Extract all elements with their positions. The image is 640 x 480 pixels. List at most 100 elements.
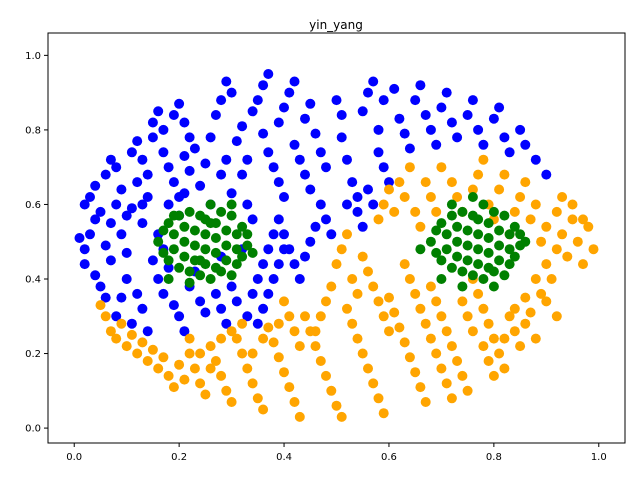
scatter-point [168, 382, 179, 393]
scatter-point [378, 199, 389, 210]
scatter-point [116, 292, 127, 303]
scatter-point [231, 229, 242, 240]
scatter-point [357, 348, 368, 359]
scatter-point [132, 136, 143, 147]
scatter-point [373, 393, 384, 404]
scatter-point [509, 326, 520, 337]
scatter-point [247, 247, 258, 258]
scatter-point [258, 303, 269, 314]
scatter-point [294, 411, 305, 422]
scatter-point [216, 303, 227, 314]
scatter-point [231, 259, 242, 270]
scatter-point [273, 177, 284, 188]
scatter-point [195, 348, 206, 359]
scatter-point [473, 244, 484, 255]
scatter-point [252, 393, 263, 404]
scatter-point [200, 307, 211, 318]
scatter-point [488, 370, 499, 381]
scatter-point [321, 370, 331, 381]
scatter-point [530, 274, 541, 284]
scatter-point [137, 154, 148, 165]
scatter-point [520, 318, 531, 329]
scatter-point [284, 87, 295, 98]
scatter-point [551, 244, 562, 255]
scatter-point [441, 229, 452, 240]
scatter-point [210, 247, 221, 258]
scatter-point [404, 143, 415, 154]
scatter-point [263, 69, 274, 79]
scatter-point [331, 400, 342, 411]
scatter-point [126, 203, 137, 214]
scatter-point [541, 169, 552, 180]
scatter-point [284, 382, 295, 393]
scatter-point [205, 132, 216, 143]
scatter-point [163, 262, 174, 273]
scatter-point [410, 95, 421, 106]
scatter-point [478, 154, 489, 165]
scatter-point [473, 288, 484, 299]
scatter-point [85, 192, 95, 202]
scatter-point [431, 348, 442, 359]
scatter-point [153, 363, 164, 374]
scatter-point [462, 255, 473, 266]
scatter-point [184, 165, 195, 176]
scatter-point [363, 266, 373, 277]
scatter-point [189, 363, 200, 374]
scatter-point [279, 229, 289, 240]
scatter-point [305, 236, 316, 247]
scatter-point [373, 214, 384, 225]
scatter-point [289, 259, 300, 270]
scatter-point [95, 206, 106, 217]
scatter-point [168, 229, 179, 240]
scatter-point [347, 318, 358, 329]
scatter-point [226, 210, 237, 221]
scatter-point [436, 162, 447, 173]
scatter-point [142, 356, 153, 366]
scatter-point [342, 229, 352, 240]
scatter-point [368, 281, 379, 292]
scatter-point [216, 206, 227, 217]
scatter-point [436, 102, 447, 113]
scatter-point [184, 348, 195, 359]
scatter-point [184, 132, 195, 143]
scatter-point [452, 192, 463, 202]
scatter-point [189, 240, 200, 251]
scatter-point [520, 177, 531, 188]
scatter-point [100, 169, 111, 180]
scatter-point [457, 281, 468, 292]
scatter-point [179, 221, 190, 232]
scatter-point [132, 177, 143, 188]
scatter-point [195, 296, 206, 307]
scatter-point [179, 374, 190, 385]
scatter-point [195, 255, 206, 266]
scatter-point [520, 139, 531, 150]
scatter-point [452, 236, 463, 247]
scatter-point [515, 341, 526, 352]
scatter-point [205, 341, 216, 352]
scatter-point [147, 255, 158, 266]
scatter-point [436, 255, 447, 266]
scatter-point [268, 274, 279, 284]
scatter-point [530, 154, 541, 165]
scatter-point [226, 87, 237, 98]
scatter-point [357, 106, 368, 117]
scatter-point [315, 356, 326, 366]
scatter-point [441, 378, 452, 389]
scatter-point [121, 247, 132, 258]
x-axis: 0.0 0.2 0.4 0.6 0.8 1.0 [66, 443, 607, 463]
scatter-point [467, 192, 478, 202]
scatter-point [499, 210, 510, 221]
scatter-point [410, 367, 421, 378]
scatter-point [174, 311, 185, 322]
scatter-point [168, 177, 179, 188]
scatter-point [263, 322, 274, 333]
scatter-point [378, 408, 389, 419]
scatter-point [158, 124, 169, 135]
scatter-point [462, 225, 473, 236]
scatter-point [315, 199, 326, 210]
scatter-point [163, 255, 174, 266]
scatter-point [179, 236, 190, 247]
scatter-point [247, 348, 258, 359]
scatter-point [231, 333, 242, 344]
points-layer [74, 69, 599, 422]
